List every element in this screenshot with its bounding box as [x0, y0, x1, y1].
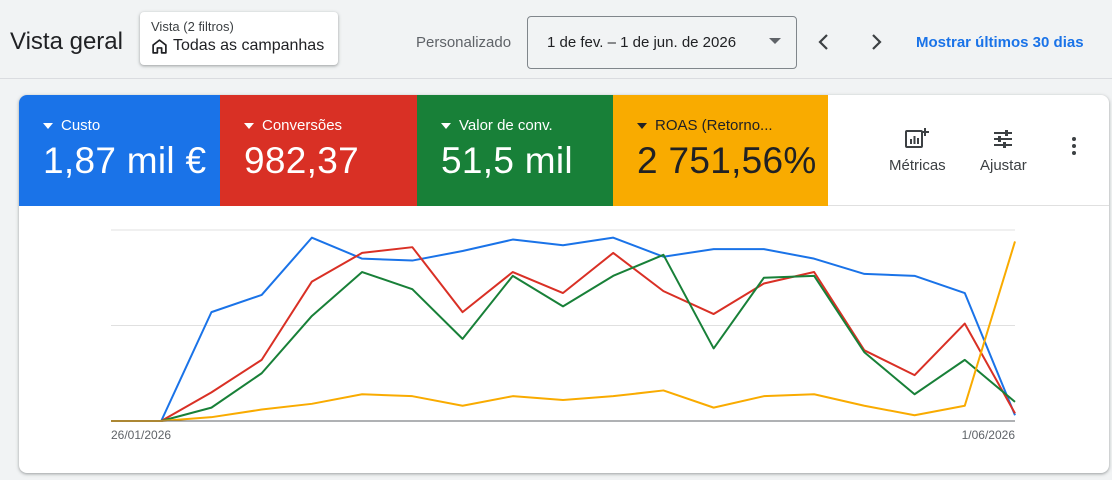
metric-tile-roas[interactable]: ROAS (Retorno... 2 751,56%: [613, 95, 828, 206]
dropdown-arrow-icon: [769, 38, 781, 44]
series-line-3: [111, 241, 1016, 422]
chevron-left-icon: [818, 34, 828, 50]
metric-tile-conv-value[interactable]: Valor de conv. 51,5 mil: [417, 95, 613, 206]
view-filter-label: Todas as campanhas: [173, 37, 325, 54]
performance-chart: 26/01/2026 1/06/2026: [111, 229, 1016, 442]
date-range-value: 1 de fev. – 1 de jun. de 2026: [547, 34, 737, 51]
dropdown-arrow-icon: [43, 122, 53, 129]
page-title: Vista geral: [10, 28, 123, 55]
date-range-select[interactable]: 1 de fev. – 1 de jun. de 2026: [527, 16, 797, 69]
metrics-button[interactable]: Métricas: [889, 127, 946, 174]
chevron-right-icon: [872, 34, 882, 50]
metric-tile-value: 982,37: [244, 140, 359, 181]
metric-tile-value: 2 751,56%: [637, 140, 817, 181]
adjust-button-label: Ajustar: [980, 157, 1027, 174]
series-line-2: [111, 253, 1016, 422]
metric-tile-value: 51,5 mil: [441, 140, 573, 181]
more-vert-icon-dot: [1072, 144, 1076, 148]
period-label: Personalizado: [416, 34, 512, 51]
metrics-icon: [905, 128, 930, 148]
adjust-button[interactable]: Ajustar: [980, 127, 1027, 174]
header-divider: [0, 78, 1112, 79]
x-tick-label: 26/01/2026: [111, 428, 171, 442]
metric-tile-label: Custo: [61, 117, 101, 134]
metric-tile-cost[interactable]: Custo 1,87 mil €: [19, 95, 220, 206]
dropdown-arrow-icon: [244, 122, 254, 129]
x-tick-label: 1/06/2026: [962, 428, 1016, 442]
metric-tiles: Custo 1,87 mil € Conversões 982,37 Valor…: [19, 95, 1109, 206]
series-line-1: [111, 246, 1016, 422]
previous-period-button[interactable]: [810, 28, 838, 56]
dropdown-arrow-icon: [637, 122, 647, 129]
series-line-0: [111, 236, 1016, 422]
tune-icon: [994, 130, 1013, 148]
next-period-button[interactable]: [862, 28, 890, 56]
more-vert-icon: [1072, 137, 1076, 141]
metrics-button-label: Métricas: [889, 157, 946, 174]
metric-tile-conversions[interactable]: Conversões 982,37: [220, 95, 417, 206]
view-filter-count: Vista (2 filtros): [151, 19, 234, 34]
view-filter-chip[interactable]: Vista (2 filtros) Todas as campanhas: [140, 12, 338, 65]
more-vert-icon-dot: [1072, 151, 1076, 155]
home-icon: [152, 38, 167, 54]
metric-tile-value: 1,87 mil €: [43, 140, 207, 181]
more-options-button[interactable]: [1064, 137, 1084, 161]
dropdown-arrow-icon: [441, 122, 451, 129]
performance-card: Custo 1,87 mil € Conversões 982,37 Valor…: [19, 95, 1109, 473]
show-last-30-days-link[interactable]: Mostrar últimos 30 dias: [916, 34, 1084, 51]
metric-tile-label: ROAS (Retorno...: [655, 117, 773, 134]
metric-tile-label: Conversões: [262, 117, 343, 134]
metric-tile-label: Valor de conv.: [459, 117, 553, 134]
